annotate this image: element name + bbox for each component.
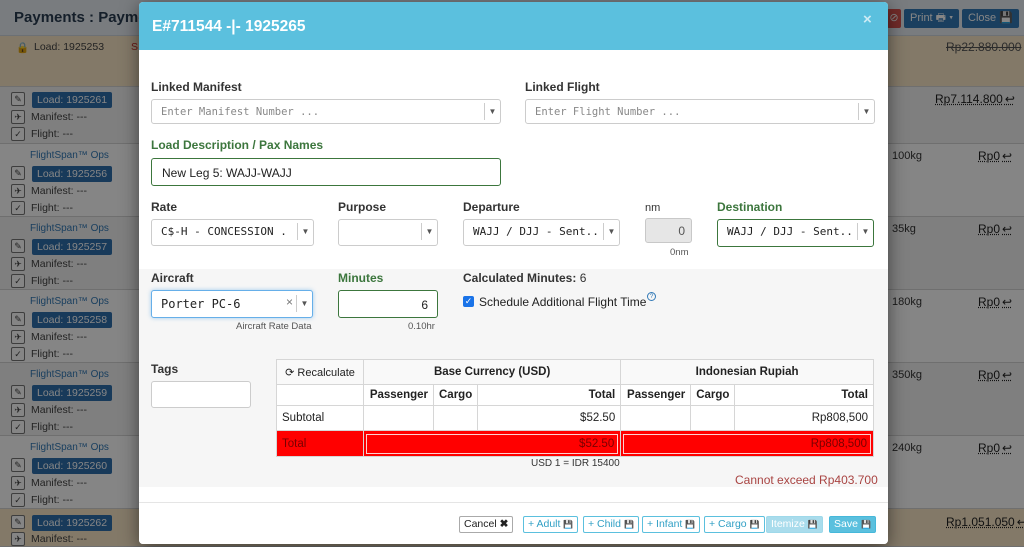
chevron-down-icon: ▼	[421, 223, 437, 240]
nm-input: 0	[645, 218, 692, 243]
page-title: Payments : Payment	[14, 9, 161, 26]
load-button[interactable]: Load: 1925261	[32, 92, 113, 108]
aircraft-select[interactable]: Porter PC-6 × ▼	[151, 290, 313, 318]
row-amount[interactable]: Rp22.880.000	[946, 40, 1022, 54]
save-icon: 💾	[860, 520, 871, 529]
load-description-input[interactable]: New Leg 5: WAJJ-WAJJ	[151, 158, 501, 186]
check-icon: ✓	[11, 201, 25, 215]
load-button[interactable]: Load: 1925262	[32, 515, 113, 531]
tags-input[interactable]	[151, 381, 251, 408]
add-child-button[interactable]: + Child 💾	[583, 516, 639, 533]
add-cargo-button[interactable]: + Cargo 💾	[704, 516, 765, 533]
linked-manifest-select[interactable]: Enter Manifest Number ... ▼	[151, 99, 501, 124]
error-message: Cannot exceed Rp403.700	[735, 473, 878, 487]
close-icon[interactable]: ×	[863, 11, 872, 28]
save-icon: 💾	[807, 520, 818, 529]
plane-icon: ✈	[11, 532, 25, 546]
add-adult-button[interactable]: + Adult 💾	[523, 516, 579, 533]
modal-title: E#711544 -|- 1925265	[152, 18, 306, 35]
check-icon: ✓	[11, 127, 25, 141]
help-icon[interactable]: ?	[647, 292, 656, 301]
plane-icon: ✈	[11, 330, 25, 344]
row-amount[interactable]: Rp0 ↩	[978, 441, 1013, 455]
plane-icon: ✈	[11, 257, 25, 271]
clear-icon[interactable]: ×	[285, 295, 293, 309]
minutes-input[interactable]: 6	[338, 290, 438, 318]
save-icon: 💾	[685, 520, 696, 529]
chevron-down-icon: ▼	[297, 223, 313, 240]
edit-icon[interactable]: ✎	[11, 166, 25, 180]
edit-icon[interactable]: ✎	[11, 239, 25, 253]
chevron-down-icon: ▼	[296, 295, 312, 312]
chevron-down-icon: ▼	[484, 103, 500, 120]
row-amount[interactable]: Rp0 ↩	[978, 222, 1013, 236]
plane-icon: ✈	[11, 110, 25, 124]
chevron-down-icon: ▼	[603, 223, 619, 240]
itemize-button[interactable]: Itemize 💾	[766, 516, 823, 533]
calculated-minutes: Calculated Minutes: 6	[463, 271, 587, 285]
edit-icon[interactable]: ✎	[11, 515, 25, 529]
row-amount[interactable]: Rp7.114.800 ↩	[935, 92, 1015, 106]
edit-icon[interactable]: ✎	[11, 312, 25, 326]
purpose-select[interactable]: ▼	[338, 219, 438, 246]
cost-table: ⟳ Recalculate Base Currency (USD) Indone…	[276, 359, 874, 457]
load-button[interactable]: Load: 1925257	[32, 239, 113, 255]
save-button[interactable]: Save 💾	[829, 516, 876, 533]
plane-icon: ✈	[11, 476, 25, 490]
load-button[interactable]: Load: 1925258	[32, 312, 113, 328]
usd-total: $52.50	[366, 433, 619, 454]
row-amount[interactable]: Rp0 ↩	[978, 295, 1013, 309]
add-infant-button[interactable]: + Infant 💾	[642, 516, 701, 533]
check-icon: ✓	[11, 274, 25, 288]
linked-flight-select[interactable]: Enter Flight Number ... ▼	[525, 99, 875, 124]
load-edit-modal: E#711544 -|- 1925265 × Linked Manifest E…	[139, 2, 888, 544]
close-page-button[interactable]: Close 💾	[962, 9, 1019, 28]
load-button[interactable]: Load: 1925259	[32, 385, 113, 401]
row-amount[interactable]: Rp1.051.050 ↩	[946, 515, 1024, 529]
check-icon: ✓	[11, 347, 25, 361]
check-icon: ✓	[11, 493, 25, 507]
ban-icon[interactable]: ⊘	[887, 9, 901, 28]
total-row: Total $52.50 Rp808,500	[276, 430, 874, 457]
plane-icon: ✈	[11, 184, 25, 198]
recalculate-button[interactable]: ⟳ Recalculate	[276, 359, 364, 385]
save-icon: 💾	[563, 520, 574, 529]
plane-icon: ✈	[11, 403, 25, 417]
rate-select[interactable]: C$-H - CONCESSION ... ▼	[151, 219, 314, 246]
base-currency-header: Base Currency (USD)	[362, 359, 622, 385]
modal-header: E#711544 -|- 1925265 ×	[139, 2, 888, 50]
check-icon: ✓	[11, 420, 25, 434]
edit-icon[interactable]: ✎	[11, 385, 25, 399]
destination-select[interactable]: WAJJ / DJJ - Sent... ▼	[717, 219, 874, 247]
idr-total: Rp808,500	[623, 433, 871, 454]
print-button[interactable]: Print 🖶 ▾	[904, 9, 960, 28]
departure-select[interactable]: WAJJ / DJJ - Sent... ▼	[463, 219, 620, 246]
refresh-icon: ⟳	[285, 366, 295, 379]
lock-icon: 🔒	[16, 42, 30, 54]
row-amount[interactable]: Rp0 ↩	[978, 368, 1013, 382]
edit-icon[interactable]: ✎	[11, 92, 25, 106]
cancel-button[interactable]: Cancel ✖	[459, 516, 514, 533]
subtotal-row: Subtotal $52.50 Rp808,500	[276, 405, 874, 431]
local-currency-header: Indonesian Rupiah	[620, 359, 874, 385]
load-button[interactable]: Load: 1925260	[32, 458, 113, 474]
edit-icon[interactable]: ✎	[11, 458, 25, 472]
save-icon: 💾	[749, 520, 760, 529]
save-icon: 💾	[623, 520, 634, 529]
chevron-down-icon: ▼	[857, 223, 873, 240]
load-button[interactable]: Load: 1925256	[32, 166, 113, 182]
row-amount[interactable]: Rp0 ↩	[978, 149, 1013, 163]
modal-footer: Cancel ✖ + Adult 💾 + Child 💾 + Infant 💾 + C…	[139, 502, 888, 544]
schedule-additional-checkbox[interactable]: ✓	[463, 296, 474, 307]
chevron-down-icon: ▼	[858, 103, 874, 120]
exchange-rate-note: USD 1 = IDR 15400	[531, 458, 620, 469]
